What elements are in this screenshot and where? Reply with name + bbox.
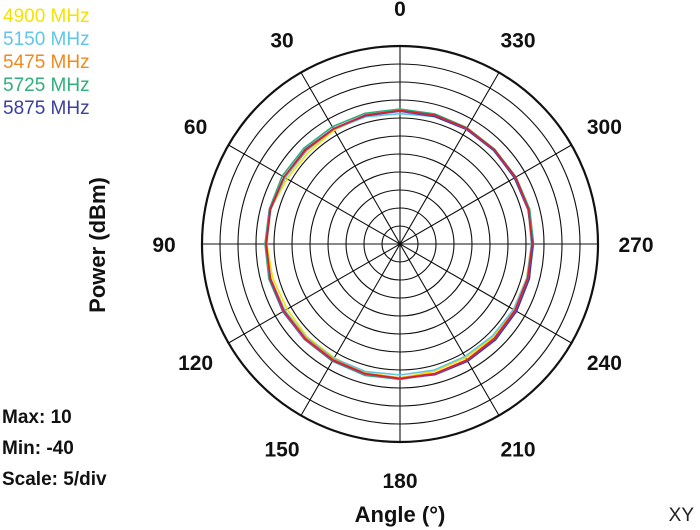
angle-tick-240: 240 [587,352,622,375]
angle-tick-180: 180 [382,470,417,493]
angle-tick-0: 0 [394,0,406,21]
angle-tick-300: 300 [587,116,622,139]
legend-entry: 5475 MHz [3,52,90,73]
legend-entry: 5875 MHz [3,98,90,119]
stat-scale: Scale: 5/div [2,469,107,490]
legend-entry: 5150 MHz [3,29,90,50]
x-axis-label: Angle (°) [355,502,446,527]
angle-tick-330: 330 [500,30,535,53]
view-tag: XY [669,505,695,526]
series-line-6 [265,109,533,380]
y-axis-label: Power (dBm) [85,177,110,313]
stat-max: Max: 10 [2,407,72,428]
angle-tick-30: 30 [270,30,293,53]
polar-grid [200,44,600,444]
angle-tick-120: 120 [178,352,213,375]
angle-labels: 0 30 60 90 120 150 180 210 240 270 300 330 [152,0,653,493]
legend-entry: 4900 MHz [3,6,90,27]
series-group [264,108,535,381]
angle-tick-90: 90 [152,234,175,257]
angle-tick-270: 270 [618,234,653,257]
angle-tick-60: 60 [184,116,207,139]
angle-tick-150: 150 [264,438,299,461]
angle-tick-210: 210 [500,438,535,461]
legend-entry: 5725 MHz [3,75,90,96]
stat-min: Min: -40 [2,438,74,459]
